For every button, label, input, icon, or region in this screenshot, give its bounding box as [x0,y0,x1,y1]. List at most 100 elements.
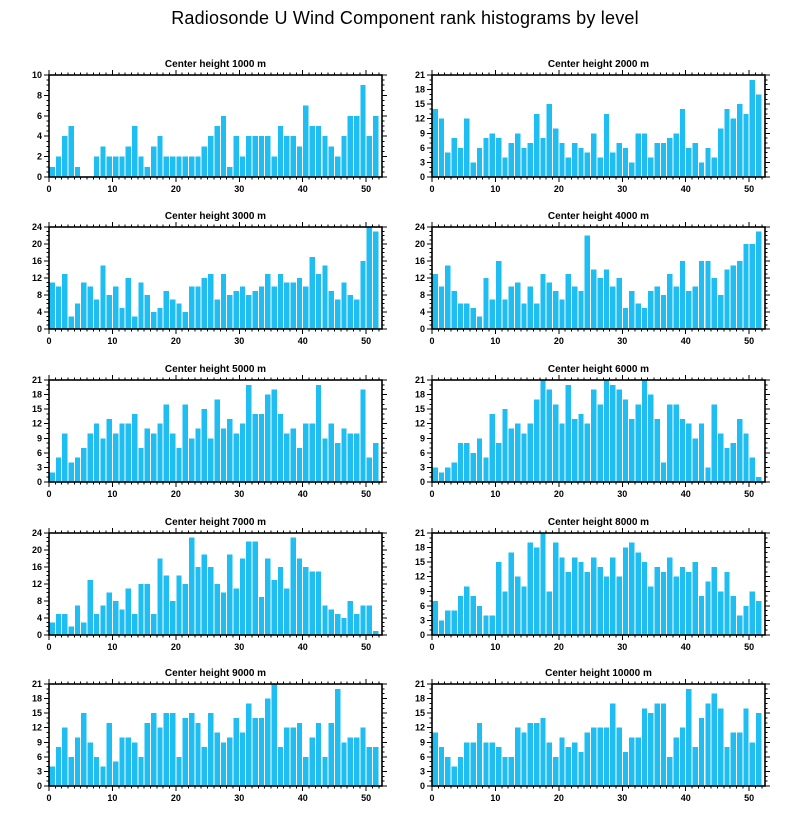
histogram-svg: Center height 10000 m 0 3 6 9 12 15 18 21 0 10 20 30… [415,668,770,803]
panel-title: Center height 4000 m [548,211,649,222]
histogram-svg: Center height 4000 m 0 4 8 12 16 20 24 0 10 20 30 40… [415,211,770,346]
svg-text:15: 15 [32,708,42,718]
panel-title: Center height 5000 m [165,364,266,375]
svg-text:20: 20 [554,184,564,194]
svg-text:50: 50 [744,793,754,803]
svg-text:0: 0 [46,184,51,194]
svg-text:6: 6 [420,752,425,762]
y-axis-labels: 0 3 6 9 12 15 18 21 [32,375,42,487]
svg-text:20: 20 [554,336,564,346]
svg-text:16: 16 [32,562,42,572]
svg-text:0: 0 [429,793,434,803]
y-axis-labels: 0 2 4 6 8 10 [32,70,42,182]
svg-text:6: 6 [37,111,42,121]
histogram-panel-5: Center height 5000 m 0 3 6 9 12 15 18 21 0 10 20 30 4… [0,360,405,512]
bars-group [49,684,379,786]
svg-text:15: 15 [32,404,42,414]
svg-text:6: 6 [37,448,42,458]
svg-text:30: 30 [617,336,627,346]
svg-text:0: 0 [420,781,425,791]
svg-text:10: 10 [107,489,117,499]
svg-text:24: 24 [32,222,42,232]
histogram-svg: Center height 5000 m 0 3 6 9 12 15 18 21 0 10 20 30 4… [32,364,387,499]
bars-group [432,231,762,329]
plot-frame [431,379,766,483]
svg-text:50: 50 [744,184,754,194]
x-axis-labels: 0 10 20 30 40 50 [46,184,371,194]
svg-text:21: 21 [415,528,425,538]
svg-text:0: 0 [429,489,434,499]
svg-text:0: 0 [429,642,434,652]
svg-text:12: 12 [415,419,425,429]
svg-text:0: 0 [420,172,425,182]
bars-group [49,85,379,177]
svg-text:40: 40 [681,642,691,652]
svg-text:2: 2 [37,152,42,162]
x-axis-labels: 0 10 20 30 40 50 [429,489,754,499]
svg-text:40: 40 [298,184,308,194]
svg-text:12: 12 [415,114,425,124]
svg-text:30: 30 [617,489,627,499]
svg-text:3: 3 [420,766,425,776]
plot-frame [431,74,766,178]
svg-text:20: 20 [171,489,181,499]
svg-text:21: 21 [32,679,42,689]
x-axis-labels: 0 10 20 30 40 50 [46,793,371,803]
bars-group [432,380,762,482]
bars-group [432,533,762,635]
svg-text:12: 12 [415,723,425,733]
svg-text:9: 9 [420,128,425,138]
svg-text:18: 18 [415,85,425,95]
svg-text:24: 24 [415,222,425,232]
svg-text:30: 30 [617,642,627,652]
svg-text:15: 15 [415,557,425,567]
svg-text:15: 15 [415,99,425,109]
histogram-svg: Center height 1000 m 0 2 4 6 8 10 0 10 20 30 40 50 [32,59,387,194]
svg-text:3: 3 [37,462,42,472]
page-title: Radiosonde U Wind Component rank histogr… [171,8,639,28]
y-axis-labels: 0 3 6 9 12 15 18 21 [415,70,425,182]
panel-title: Center height 9000 m [165,668,266,679]
histogram-svg: Center height 6000 m 0 3 6 9 12 15 18 21 0 10 20 30 4… [415,364,770,499]
svg-text:12: 12 [32,579,42,589]
svg-text:8: 8 [420,290,425,300]
histogram-panel-6: Center height 6000 m 0 3 6 9 12 15 18 21 0 10 20 30 4… [405,360,810,512]
svg-text:9: 9 [420,433,425,443]
svg-text:40: 40 [298,489,308,499]
panel-title: Center height 7000 m [165,517,266,528]
svg-text:40: 40 [298,336,308,346]
plot-frame [48,226,383,330]
svg-text:40: 40 [298,642,308,652]
svg-text:40: 40 [298,793,308,803]
histogram-panel-7: Center height 7000 m 0 4 8 12 16 20 24 0 10 20 30 40… [0,513,405,665]
svg-text:20: 20 [171,642,181,652]
y-axis-labels: 0 4 8 12 16 20 24 [32,222,42,334]
histogram-svg: Center height 9000 m 0 3 6 9 12 15 18 21 0 10 20 30 4… [32,668,387,803]
histogram-panel-3: Center height 3000 m 0 4 8 12 16 20 24 0 10 20 30 40… [0,207,405,359]
svg-text:10: 10 [490,184,500,194]
svg-text:6: 6 [420,601,425,611]
svg-text:15: 15 [415,404,425,414]
svg-text:18: 18 [32,390,42,400]
svg-text:3: 3 [420,462,425,472]
panel-title: Center height 2000 m [548,59,649,70]
svg-text:50: 50 [361,336,371,346]
svg-text:30: 30 [617,793,627,803]
svg-text:18: 18 [32,694,42,704]
svg-text:20: 20 [32,239,42,249]
svg-text:24: 24 [32,528,42,538]
bars-group [49,384,379,482]
svg-text:0: 0 [37,324,42,334]
histogram-svg: Center height 3000 m 0 4 8 12 16 20 24 0 10 20 30 40… [32,211,387,346]
svg-text:20: 20 [171,336,181,346]
panel-title: Center height 1000 m [165,59,266,70]
svg-text:30: 30 [234,642,244,652]
svg-text:0: 0 [37,630,42,640]
svg-text:9: 9 [37,433,42,443]
svg-text:8: 8 [37,90,42,100]
svg-text:0: 0 [46,489,51,499]
plot-frame [431,532,766,636]
svg-text:50: 50 [361,489,371,499]
svg-text:20: 20 [32,545,42,555]
